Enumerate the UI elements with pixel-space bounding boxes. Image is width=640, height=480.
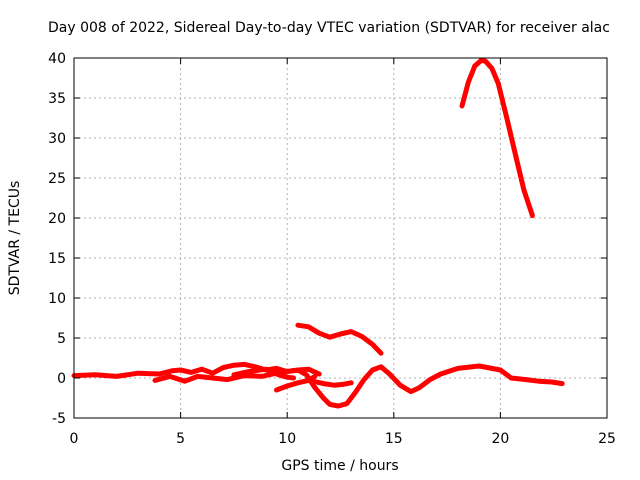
x-axis-label: GPS time / hours	[281, 458, 398, 474]
y-tick-label: 40	[48, 51, 66, 67]
series-line-arc-7	[295, 322, 384, 356]
y-tick-label: 35	[48, 91, 66, 107]
grid-lines	[74, 58, 607, 418]
y-axis-label: SDTVAR / TECUs	[7, 181, 23, 296]
y-tick-label: 0	[57, 371, 66, 387]
y-tick-label: 30	[48, 131, 66, 147]
y-tick-label: 15	[48, 251, 66, 267]
y-tick-label: 20	[48, 211, 66, 227]
data-series	[71, 57, 565, 409]
series-line-arc-6	[310, 378, 354, 388]
x-tick-label: 20	[491, 431, 509, 447]
series-line-arc-3	[231, 366, 297, 381]
chart-title: Day 008 of 2022, Sidereal Day-to-day VTE…	[48, 20, 610, 36]
series-line-arc-8	[459, 57, 535, 219]
y-tick-label: 25	[48, 171, 66, 187]
series-line-arc-5	[295, 363, 565, 409]
x-tick-label: 10	[278, 431, 296, 447]
x-tick-label: 25	[598, 431, 616, 447]
x-tick-label: 0	[70, 431, 79, 447]
y-tick-label: 10	[48, 291, 66, 307]
x-tick-label: 5	[176, 431, 185, 447]
y-tick-label: 5	[57, 331, 66, 347]
series-line-arc-2	[152, 367, 307, 384]
plot-frame	[73, 57, 608, 419]
y-tick-label: -5	[52, 411, 66, 427]
x-tick-label: 15	[385, 431, 403, 447]
